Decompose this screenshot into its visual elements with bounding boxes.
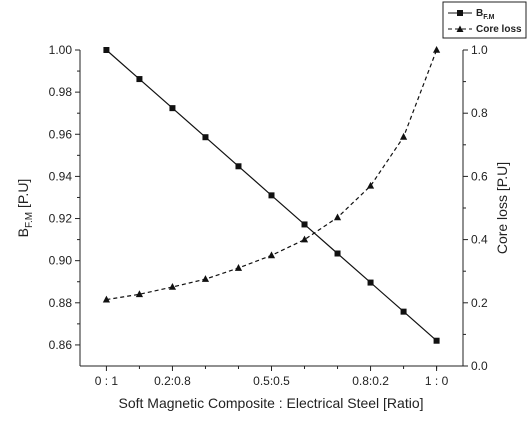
data-point-core-loss	[102, 295, 111, 303]
data-point-core-loss	[366, 181, 375, 189]
data-point-core-loss	[300, 235, 309, 243]
legend-core-loss-label: Core loss	[476, 24, 522, 35]
series-line-core-loss	[106, 49, 438, 301]
data-point-core-loss	[168, 283, 177, 290]
x-tick-label: 0.8:0.2	[352, 374, 389, 388]
left-tick-label: 0.92	[49, 212, 73, 226]
series-layer	[102, 46, 441, 344]
data-point-bfm	[268, 192, 275, 199]
data-point-core-loss	[201, 275, 210, 282]
right-axis-ticks: 0.0 0.2 0.4 0.6 0.8 1.0	[463, 43, 488, 373]
left-axis-title-main: B	[15, 228, 31, 237]
x-axis-title: Soft Magnetic Composite : Electrical Ste…	[118, 395, 423, 411]
data-point-bfm	[334, 250, 341, 257]
data-point-core-loss	[399, 132, 408, 140]
data-point-bfm	[103, 47, 110, 53]
legend-bfm-label: BF.M	[476, 8, 495, 21]
left-tick-label: 0.86	[49, 338, 73, 352]
right-tick-label: 0.2	[471, 296, 488, 310]
legend-core-loss-marker	[456, 25, 464, 32]
right-tick-label: 0.0	[471, 359, 488, 373]
x-tick-label: 0.2:0.8	[154, 374, 191, 388]
data-point-core-loss	[234, 264, 243, 271]
right-axis-title: Core loss [P.U]	[494, 162, 510, 254]
data-point-bfm	[301, 221, 308, 228]
left-axis-ticks: 0.86 0.88 0.90 0.92 0.94 0.96 0.98 1.00	[49, 43, 80, 352]
left-axis-title-unit: [P.U]	[15, 179, 31, 212]
data-point-bfm	[433, 337, 440, 344]
data-point-bfm	[169, 105, 176, 112]
left-axis-title: BF.M [P.U]	[15, 179, 35, 238]
left-tick-label: 0.90	[49, 254, 73, 268]
x-tick-label: 0 : 1	[95, 374, 119, 388]
data-point-core-loss	[267, 251, 276, 259]
data-point-core-loss	[135, 290, 144, 298]
right-tick-label: 1.0	[471, 43, 488, 57]
right-tick-label: 0.8	[471, 106, 488, 120]
legend-bfm-marker	[457, 10, 463, 16]
x-tick-label: 0.5:0.5	[253, 374, 290, 388]
right-tick-label: 0.6	[471, 169, 488, 183]
left-tick-label: 0.94	[49, 169, 73, 183]
left-tick-label: 1.00	[49, 43, 73, 57]
left-tick-label: 0.96	[49, 127, 73, 141]
data-point-core-loss	[432, 46, 441, 53]
left-tick-label: 0.88	[49, 296, 73, 310]
plot-frame	[79, 50, 464, 367]
data-point-core-loss	[333, 213, 342, 221]
right-tick-label: 0.4	[471, 233, 488, 247]
legend: BF.M Core loss	[442, 1, 527, 39]
legend-bfm-label-sub: F.M	[483, 14, 494, 21]
left-tick-label: 0.98	[49, 85, 73, 99]
data-point-bfm	[136, 76, 143, 83]
x-tick-label: 1 : 0	[425, 374, 449, 388]
x-axis-ticks: 0 : 1 0.2:0.8 0.5:0.5 0.8:0.2 1 : 0	[95, 366, 449, 388]
data-point-bfm	[202, 134, 209, 141]
left-axis-title-sub: F.M	[24, 212, 35, 228]
data-point-bfm	[367, 279, 374, 286]
data-point-bfm	[400, 308, 407, 315]
data-point-bfm	[235, 163, 242, 170]
legend-bfm-label-main: B	[476, 8, 483, 19]
